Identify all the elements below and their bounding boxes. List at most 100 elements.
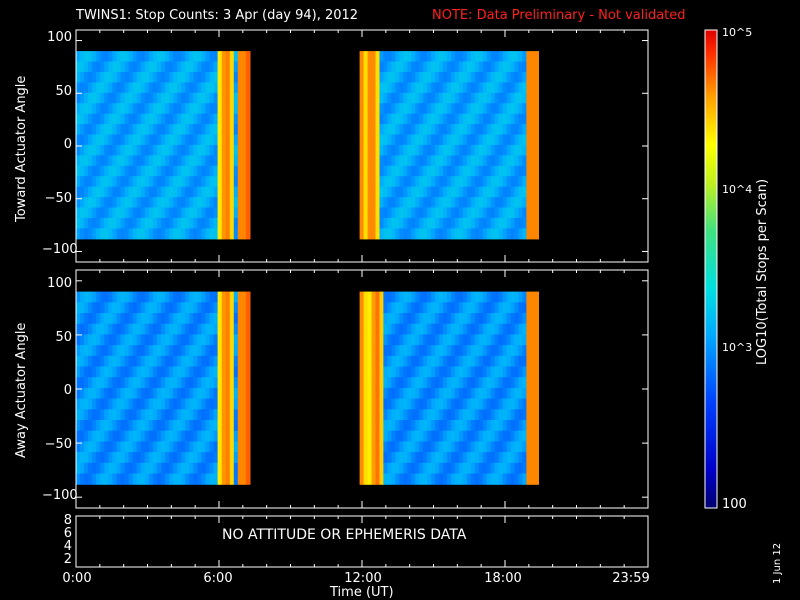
heatmap-cell <box>132 134 138 146</box>
heatmap-cell <box>120 217 126 229</box>
heatmap-cell <box>478 377 484 389</box>
heatmap-cell <box>177 82 182 94</box>
heatmap-cell <box>451 366 456 378</box>
heatmap-cell <box>375 155 381 167</box>
heatmap-cell <box>221 197 227 209</box>
heatmap-cell <box>229 113 235 125</box>
heatmap-cell <box>443 334 448 346</box>
heatmap-cell <box>526 124 531 136</box>
heatmap-cell <box>237 452 243 464</box>
heatmap-cell <box>379 103 385 115</box>
heatmap-cell <box>193 420 198 432</box>
heatmap-cell <box>241 217 247 229</box>
heatmap-cell <box>84 323 89 335</box>
heatmap-cell <box>458 103 464 115</box>
heatmap-cell <box>213 291 219 303</box>
heatmap-cell <box>379 82 385 94</box>
heatmap-cell <box>419 217 424 229</box>
heatmap-cell <box>128 366 134 378</box>
heatmap-cell <box>116 103 122 115</box>
heatmap-cell <box>486 71 492 83</box>
heatmap-cell <box>156 430 162 442</box>
heatmap-cell <box>466 61 472 73</box>
heatmap-cell <box>116 420 122 432</box>
heatmap-cell <box>112 355 117 368</box>
heatmap-cell <box>80 377 85 389</box>
heatmap-cell <box>451 441 456 453</box>
heatmap-cell <box>197 51 202 63</box>
heatmap-cell <box>395 92 400 104</box>
heatmap-cell <box>209 291 215 303</box>
xtick: 23:59 <box>612 571 650 586</box>
heatmap-cell <box>431 355 436 368</box>
heatmap-cell <box>506 103 512 115</box>
heatmap-cell <box>120 71 126 83</box>
heatmap-cell <box>447 61 452 73</box>
heatmap-cell <box>454 313 460 325</box>
heatmap-cell <box>221 409 227 421</box>
heatmap-cell <box>80 61 85 73</box>
heatmap-cell <box>241 430 247 442</box>
heatmap-cell <box>165 228 170 240</box>
heatmap-cell <box>474 144 480 156</box>
heatmap-cell <box>221 313 227 325</box>
heatmap-cell <box>241 473 247 485</box>
heatmap-cell <box>490 313 496 325</box>
heatmap-cell <box>177 366 182 378</box>
heatmap-cell <box>379 165 385 177</box>
heatmap-cell <box>144 155 150 167</box>
heatmap-cell <box>169 323 174 335</box>
heatmap-cell <box>518 441 524 453</box>
heatmap-cell <box>169 462 174 475</box>
heatmap-cell <box>152 366 158 378</box>
heatmap-cell <box>427 103 432 115</box>
heatmap-cell <box>213 387 219 400</box>
heatmap-cell <box>498 176 504 188</box>
heatmap-cell <box>514 134 520 146</box>
heatmap-cell <box>510 124 516 136</box>
heatmap-cell <box>454 462 460 475</box>
heatmap-cell <box>181 355 186 368</box>
heatmap-cell <box>185 228 190 240</box>
heatmap-cell <box>80 124 85 136</box>
heatmap-cell <box>526 165 531 177</box>
heatmap-cell <box>100 71 105 83</box>
heatmap-cell <box>439 313 444 325</box>
heatmap-cell <box>494 51 500 63</box>
heatmap-cell <box>502 144 508 156</box>
heatmap-cell <box>478 452 484 464</box>
heatmap-cell <box>530 197 535 209</box>
heatmap-cell <box>490 176 496 188</box>
heatmap-cell <box>474 51 480 63</box>
heatmap-cell <box>510 144 516 156</box>
heatmap-cell <box>197 377 202 389</box>
heatmap-cell <box>534 462 539 475</box>
heatmap-cell <box>161 92 166 104</box>
heatmap-cell <box>169 228 174 240</box>
heatmap-cell <box>213 313 219 325</box>
heatmap-cell <box>92 176 97 188</box>
heatmap-cell <box>522 409 528 421</box>
heatmap-cell <box>451 387 456 400</box>
heatmap-cell <box>451 313 456 325</box>
heatmap-cell <box>124 217 130 229</box>
heatmap-cell <box>221 51 227 63</box>
heatmap-cell <box>241 155 247 167</box>
heatmap-cell <box>132 377 138 389</box>
heatmap-cell <box>201 355 206 368</box>
heatmap-cell <box>383 92 388 104</box>
heatmap-cell <box>419 113 424 125</box>
heatmap-cell <box>241 313 247 325</box>
colorbar-tick: 10^3 <box>722 341 753 354</box>
heatmap-cell <box>399 441 404 453</box>
heatmap-cell <box>193 430 198 442</box>
heatmap-cell <box>391 144 396 156</box>
heatmap-cell <box>431 51 436 63</box>
heatmap-cell <box>181 430 186 442</box>
heatmap-cell <box>522 387 528 400</box>
heatmap-cell <box>395 217 400 229</box>
heatmap-cell <box>447 144 452 156</box>
heatmap-cell <box>371 377 377 389</box>
heatmap-cell <box>217 430 223 442</box>
heatmap-cell <box>447 452 452 464</box>
